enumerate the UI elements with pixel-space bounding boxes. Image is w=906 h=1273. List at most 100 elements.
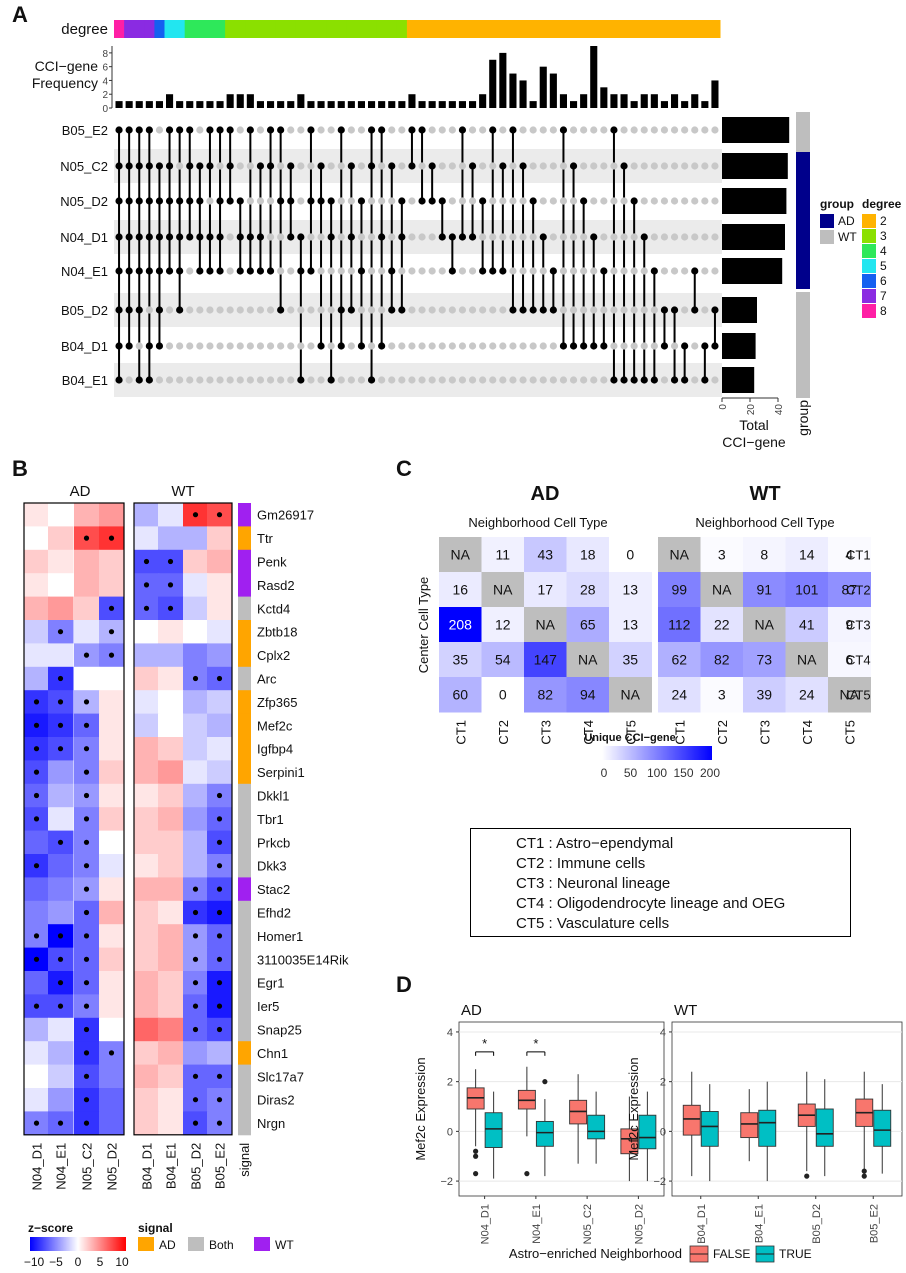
membership-dot [165, 197, 174, 205]
wt-heatmap-cell [828, 607, 871, 643]
significance-dot [143, 558, 150, 565]
membership-dot [590, 267, 598, 275]
heatmap-cell [183, 830, 209, 855]
set-label: B05_E2 [62, 123, 108, 138]
degree-cell [326, 20, 337, 38]
heatmap-cell [24, 877, 50, 902]
membership-dot [196, 267, 204, 275]
membership-dot [367, 197, 376, 205]
membership-dot [600, 233, 608, 241]
ad-heatmap-cell [609, 677, 652, 713]
membership-dot [186, 126, 194, 134]
membership-dot [367, 126, 376, 134]
freq-bar [267, 101, 275, 108]
significance-dot [83, 722, 90, 728]
membership-dot [681, 233, 689, 241]
heatmap-cell [24, 666, 50, 691]
membership-dot [357, 233, 366, 241]
membership-dot [448, 376, 456, 384]
significance-dot [83, 1050, 90, 1056]
heatmap-cell [134, 994, 160, 1019]
gene-label: Slc17a7 [257, 1069, 304, 1084]
heatmap-cell [134, 760, 160, 785]
membership-dot [519, 126, 527, 134]
ad-heatmap-cell [566, 642, 610, 678]
ad-heatmap-value: 13 [622, 617, 638, 633]
ad-boxplot-box [638, 1114, 657, 1150]
freq-bar [570, 101, 578, 108]
membership-dot [640, 126, 648, 134]
heatmap-cell [158, 620, 184, 644]
heatmap-cell [24, 620, 50, 644]
freq-bar [640, 94, 648, 108]
heatmap-cell [134, 783, 160, 808]
heatmap-wt-label: WT [171, 483, 194, 500]
membership-dot [388, 267, 396, 275]
significance-dot [216, 933, 223, 939]
wt-heatmap-col-label: CT5 [842, 720, 857, 745]
membership-dot [327, 126, 335, 134]
membership-dot [438, 267, 446, 275]
membership-dot [327, 342, 335, 350]
degree-legend-label: 5 [880, 259, 887, 273]
membership-dot [246, 306, 254, 314]
membership-dot [458, 342, 467, 350]
membership-dot [408, 267, 416, 275]
membership-dot [650, 376, 658, 384]
membership-dot [701, 162, 709, 170]
membership-dot [499, 376, 507, 384]
ad-heatmap-value: 0 [499, 687, 507, 703]
membership-dot [509, 197, 517, 205]
membership-dot [569, 197, 578, 205]
membership-dot [347, 233, 355, 241]
degree-legend-title: degree [862, 197, 902, 211]
wt-subtitle: Neighborhood Cell Type [695, 515, 834, 530]
significance-dot [192, 909, 199, 916]
heatmap-cell [24, 526, 50, 551]
freq-bar [458, 101, 466, 108]
wt-heatmap-value: 14 [799, 547, 815, 563]
signal-cell [238, 737, 251, 761]
ad-heatmap-value: 65 [580, 617, 596, 633]
membership-dot [347, 162, 355, 170]
membership-dot [145, 233, 153, 241]
signal-cell [238, 830, 251, 855]
membership-dot [650, 126, 658, 134]
membership-dot [640, 233, 648, 241]
degree-cell [346, 20, 357, 38]
degree-cell [639, 20, 650, 38]
freq-bar [650, 94, 658, 108]
significance-dot [192, 1120, 199, 1126]
significance-dot [83, 1097, 90, 1103]
membership-dot [176, 342, 184, 350]
membership-dot [670, 306, 679, 314]
membership-dot [206, 342, 214, 350]
membership-dot [307, 197, 315, 205]
membership-dot [681, 376, 689, 384]
ad-heatmap-cell [439, 572, 482, 608]
membership-dot [620, 342, 628, 350]
heatmap-cell [158, 643, 184, 668]
membership-dot [489, 376, 497, 384]
ad-boxplot-ytick-label: −2 [440, 1176, 453, 1188]
heatmap-cell [134, 1088, 160, 1112]
membership-dot [327, 197, 335, 205]
membership-dot [428, 162, 436, 170]
membership-dot [145, 267, 153, 275]
membership-dot [559, 126, 568, 134]
significance-dot [83, 1073, 90, 1079]
membership-dot [287, 267, 295, 275]
membership-dot [236, 342, 244, 350]
significance-dot [33, 699, 40, 705]
membership-dot [337, 342, 345, 350]
membership-dot [468, 376, 477, 384]
freq-bar [337, 101, 345, 108]
membership-dot [337, 197, 345, 205]
freq-bar [701, 101, 709, 108]
membership-dot [418, 197, 426, 205]
freq-bar [317, 101, 325, 108]
ad-heatmap-cell [524, 642, 567, 678]
heatmap-cell [134, 737, 160, 761]
panel-label-c: C [396, 456, 412, 481]
membership-dot [408, 233, 416, 241]
